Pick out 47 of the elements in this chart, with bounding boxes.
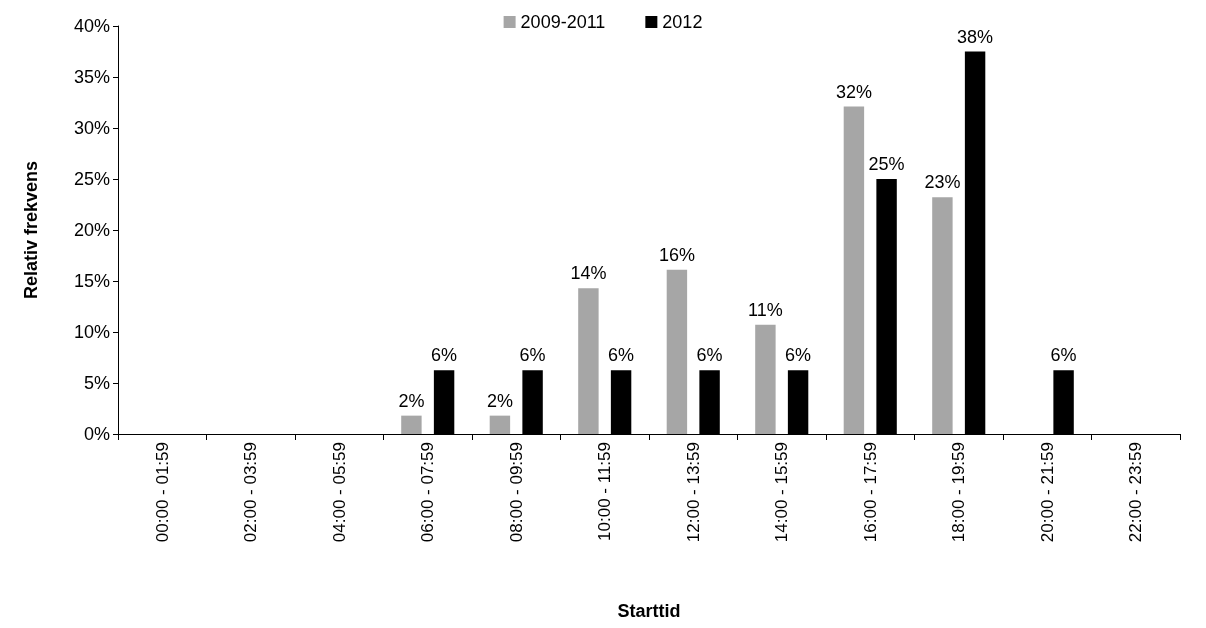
x-tick-label: 12:00 - 13:59 xyxy=(683,442,703,543)
data-label: 25% xyxy=(868,154,905,174)
y-tick-label: 5% xyxy=(83,373,110,393)
data-label: 32% xyxy=(835,81,872,102)
data-label: 38% xyxy=(957,26,994,47)
legend-label: 2012 xyxy=(662,12,703,32)
data-label: 6% xyxy=(608,345,635,366)
bar xyxy=(578,288,599,434)
data-label: 2% xyxy=(398,390,425,411)
data-label: 23% xyxy=(924,172,961,193)
data-label: 6% xyxy=(785,345,812,366)
x-tick-label: 06:00 - 07:59 xyxy=(418,442,438,543)
x-tick-label: 20:00 - 21:59 xyxy=(1037,442,1057,543)
data-label: 16% xyxy=(658,244,695,265)
x-tick-label: 08:00 - 09:59 xyxy=(506,442,526,543)
y-tick-label: 20% xyxy=(73,220,110,240)
y-tick-label: 35% xyxy=(73,67,110,87)
x-tick-label: 02:00 - 03:59 xyxy=(241,442,261,543)
x-tick-label: 16:00 - 17:59 xyxy=(860,442,880,543)
x-tick-label: 14:00 - 15:59 xyxy=(772,442,792,543)
y-tick-label: 40% xyxy=(73,16,110,36)
data-label: 11% xyxy=(748,299,783,320)
x-tick-label: 10:00 - 11:59 xyxy=(595,442,615,541)
data-label: 6% xyxy=(1050,345,1077,366)
y-axis-title: Relativ frekvens xyxy=(21,160,41,300)
x-tick-label: 04:00 - 05:59 xyxy=(329,442,349,543)
x-axis-title: Starttid xyxy=(617,601,681,621)
legend-label: 2009-2011 xyxy=(520,12,606,32)
bar xyxy=(755,324,776,434)
bar xyxy=(401,415,422,434)
x-tick-label: 18:00 - 19:59 xyxy=(949,442,969,543)
bar xyxy=(489,415,511,434)
y-tick-label: 0% xyxy=(83,424,110,444)
data-label: 6% xyxy=(696,345,723,366)
x-tick-label: 00:00 - 01:59 xyxy=(152,442,172,543)
data-label: 6% xyxy=(431,345,458,366)
bar xyxy=(932,197,953,434)
bar xyxy=(843,106,865,434)
x-tick-label: 22:00 - 23:59 xyxy=(1126,442,1146,543)
data-label: 2% xyxy=(486,390,513,411)
data-label: 14% xyxy=(570,263,607,284)
bar xyxy=(666,269,688,434)
y-tick-label: 10% xyxy=(73,322,110,342)
y-tick-label: 15% xyxy=(73,271,110,291)
data-label: 6% xyxy=(519,345,546,366)
y-tick-label: 30% xyxy=(73,118,110,138)
y-tick-label: 25% xyxy=(73,169,110,189)
